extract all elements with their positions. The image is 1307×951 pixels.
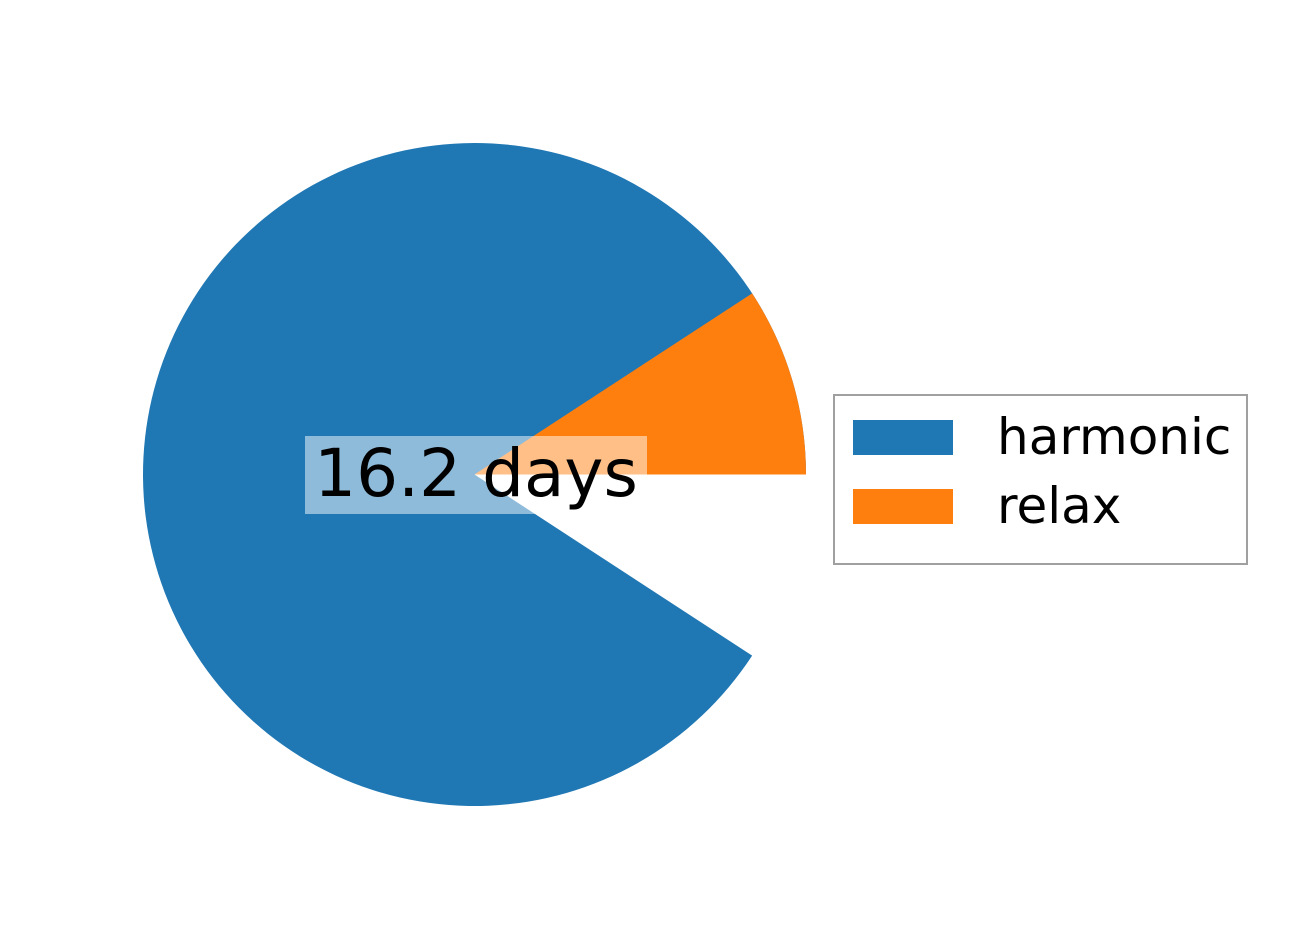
legend-entry-relax: relax xyxy=(835,475,1246,537)
legend-label-harmonic: harmonic xyxy=(997,408,1232,466)
legend: harmonic relax xyxy=(833,394,1248,565)
legend-swatch-harmonic xyxy=(853,419,953,455)
legend-label-relax: relax xyxy=(997,477,1122,535)
legend-entry-harmonic: harmonic xyxy=(835,406,1246,468)
legend-swatch-relax xyxy=(853,488,953,524)
pie-slice-relax xyxy=(474,293,806,475)
pie-center-label: 16.2 days xyxy=(305,436,647,514)
